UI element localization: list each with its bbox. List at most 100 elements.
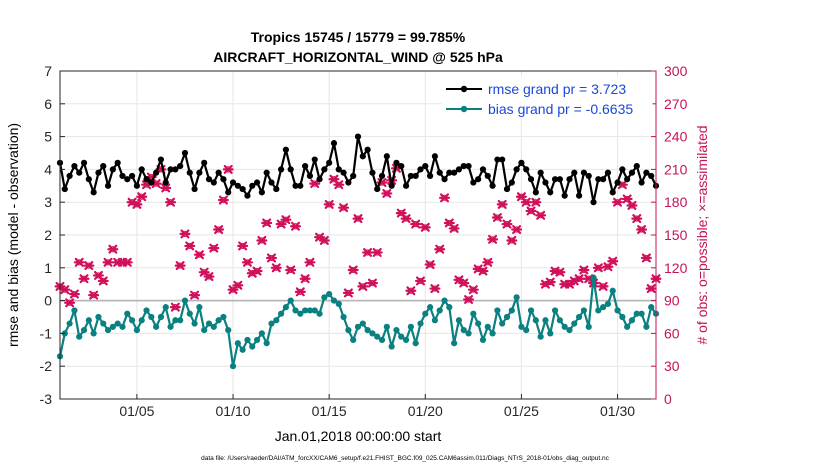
bias-point [479, 336, 487, 344]
rmse-point [138, 166, 145, 173]
bias-point [470, 310, 477, 317]
bias-point [66, 320, 73, 327]
bias-point [475, 320, 482, 327]
bias-point [513, 294, 520, 301]
bias-point [446, 304, 453, 311]
bias-point [148, 313, 155, 321]
rmse-point [253, 179, 261, 186]
obs-assimilated-point [414, 276, 426, 286]
bias-point [628, 317, 636, 324]
bias-point [575, 313, 583, 321]
y-left-tick-label: 7 [44, 63, 52, 79]
bias-point [556, 317, 563, 324]
obs-assimilated-point [535, 210, 547, 220]
rmse-point [508, 179, 515, 186]
bias-point [595, 307, 602, 314]
obs-assimilated-point [265, 253, 277, 263]
rmse-point [571, 169, 578, 176]
rmse-point [412, 172, 419, 180]
obs-assimilated-point [309, 179, 321, 189]
rmse-point [326, 159, 333, 166]
rmse-point [479, 166, 487, 173]
bias-point [571, 320, 578, 327]
obs-assimilated-point [232, 280, 244, 290]
y-right-axis-label: # of obs: o=possible; ×=assimilated [694, 125, 710, 344]
bias-point [85, 317, 92, 324]
obs-assimilated-point [429, 284, 441, 294]
obs-assimilated-point [83, 261, 95, 271]
rmse-point [648, 172, 655, 180]
bias-point [335, 300, 342, 307]
rmse-point [61, 185, 68, 193]
obs-assimilated-point [419, 222, 431, 232]
rmse-point [489, 182, 496, 189]
obs-assimilated-point [410, 219, 422, 229]
bias-point [220, 313, 227, 321]
obs-assimilated-point [597, 281, 609, 291]
bias-point [249, 343, 256, 350]
obs-assimilated-point [342, 288, 354, 298]
obs-assimilated-point [174, 261, 186, 271]
obs-assimilated-point [261, 218, 273, 228]
bias-point [143, 307, 150, 314]
rmse-point [470, 179, 477, 186]
rmse-point [503, 185, 511, 193]
obs-assimilated-point [491, 213, 503, 223]
bias-point [287, 297, 294, 304]
rmse-point [277, 166, 285, 173]
rmse-point [201, 159, 208, 166]
obs-assimilated-point [179, 229, 191, 239]
bias-point [186, 310, 193, 317]
bias-point [417, 320, 424, 327]
obs-assimilated-point [366, 278, 378, 288]
bias-point [273, 317, 280, 324]
rmse-point [249, 182, 256, 189]
x-tick-label: 01/15 [312, 403, 347, 419]
bias-point [268, 320, 275, 327]
bias-point [537, 333, 544, 340]
rmse-point [95, 169, 102, 176]
obs-assimilated-point [477, 266, 489, 276]
rmse-point [551, 176, 559, 183]
rmse-point [614, 179, 621, 186]
bias-point [383, 323, 390, 330]
bias-point [619, 313, 626, 321]
bias-point [527, 307, 535, 314]
y-left-tick-label: 1 [44, 260, 52, 276]
bias-point [580, 307, 588, 314]
bias-point [191, 320, 198, 327]
y-left-tick-label: 3 [44, 194, 52, 210]
rmse-point [177, 163, 184, 170]
obs-assimilated-point [78, 274, 90, 284]
rmse-point [388, 182, 395, 189]
bias-point [306, 307, 314, 314]
obs-assimilated-point [299, 274, 311, 284]
y-right-tick-label: 60 [664, 325, 680, 341]
obs-assimilated-point [405, 286, 417, 296]
rmse-point [258, 189, 265, 196]
bias-point [316, 310, 323, 317]
obs-assimilated-point [290, 221, 302, 231]
bias-point [244, 336, 251, 344]
obs-assimilated-point [544, 277, 556, 287]
obs-assimilated-point [352, 214, 364, 224]
obs-assimilated-point [592, 263, 604, 273]
y-right-tick-label: 90 [664, 293, 680, 309]
rmse-point [436, 169, 443, 176]
bias-point [643, 323, 650, 330]
obs-assimilated-point [160, 183, 172, 193]
obs-assimilated-point [458, 278, 470, 288]
rmse-point [595, 176, 602, 183]
y-right-tick-label: 150 [664, 227, 688, 243]
obs-assimilated-point [304, 257, 316, 267]
obs-assimilated-point [169, 302, 181, 312]
bias-point [253, 336, 261, 344]
bias-point [364, 327, 371, 334]
obs-assimilated-point [338, 203, 350, 213]
rmse-point [302, 163, 309, 170]
obs-assimilated-point [217, 195, 229, 205]
obs-assimilated-point [636, 225, 648, 235]
rmse-point [90, 189, 97, 196]
obs-assimilated-point [434, 244, 446, 254]
obs-assimilated-point [530, 197, 542, 207]
